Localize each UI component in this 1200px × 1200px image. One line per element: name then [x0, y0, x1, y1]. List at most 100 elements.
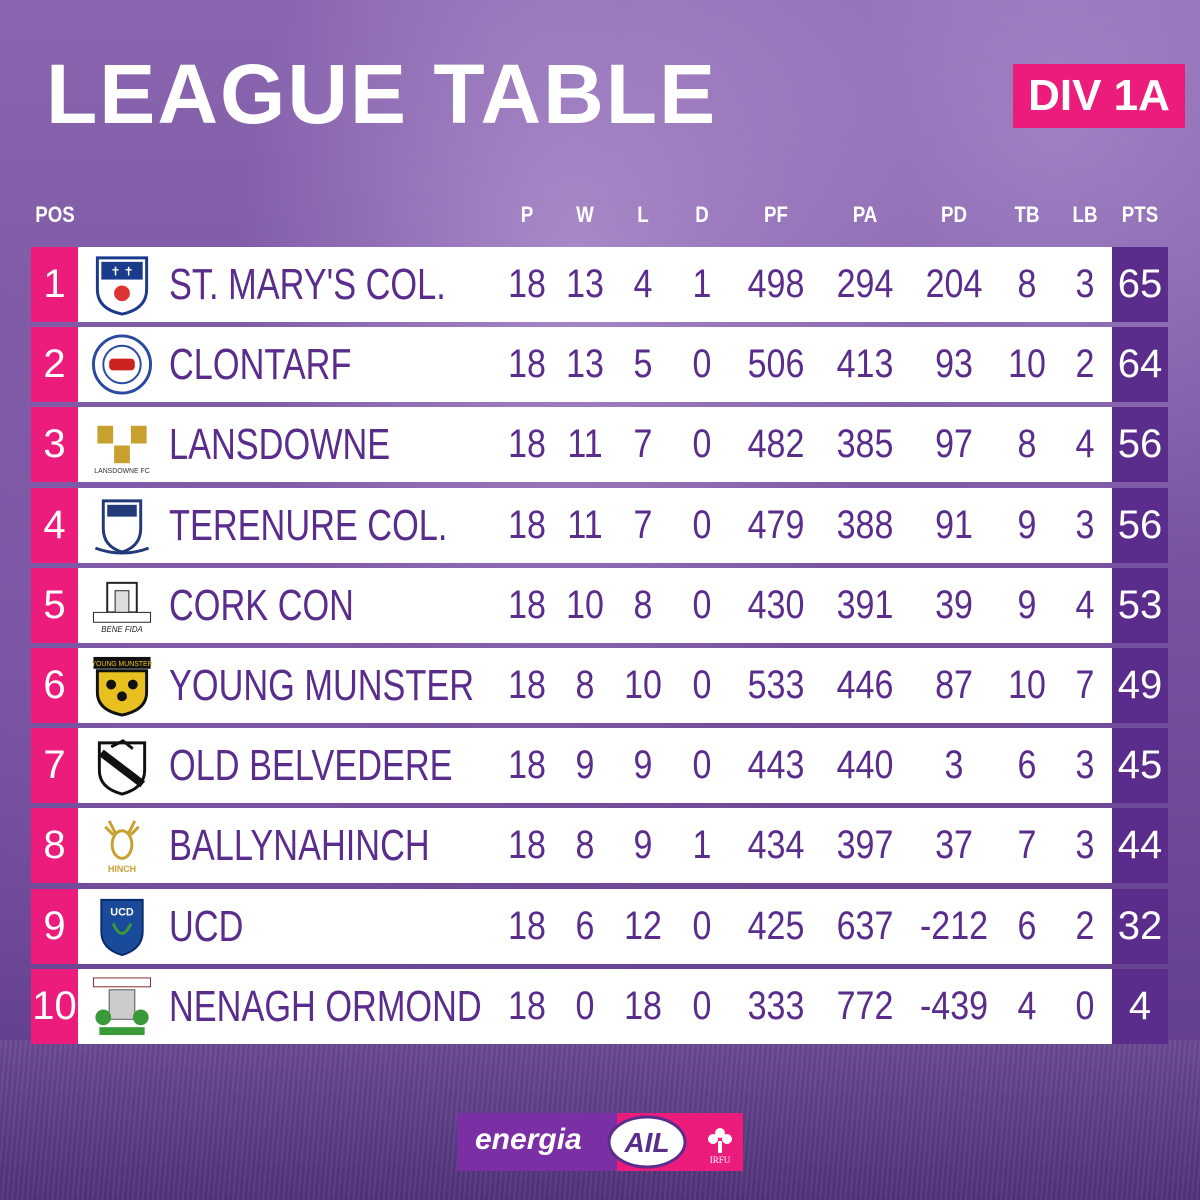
p-cell: 18 — [508, 503, 546, 547]
table-row[interactable]: 3 LANSDOWNE FC LANSDOWNE 18 11 7 0 482 385 97 8 4 56 — [31, 407, 1168, 482]
tb-cell: 4 — [1017, 984, 1037, 1028]
young-munster-crest-icon: YOUNG MUNSTER — [89, 653, 155, 718]
header-d: D — [695, 202, 709, 227]
pd-cell: 97 — [935, 422, 973, 466]
nenagh-ormond-crest-icon — [89, 974, 155, 1039]
p-cell: 18 — [508, 262, 546, 306]
pf-cell: 333 — [747, 984, 805, 1028]
tb-cell: 8 — [1017, 262, 1037, 306]
clontarf-crest-icon — [89, 332, 155, 397]
table-row[interactable]: 10 NENAGH ORMOND 18 0 18 0 333 772 -439 4 0 4 — [31, 969, 1168, 1044]
position-cell: 4 — [31, 488, 78, 563]
pa-cell: 772 — [836, 984, 894, 1028]
ballynahinch-crest-icon: HINCH — [89, 813, 155, 878]
position-cell: 9 — [31, 889, 78, 964]
points-cell: 49 — [1112, 648, 1168, 723]
header-lb: LB — [1072, 202, 1098, 227]
position-cell: 3 — [31, 407, 78, 482]
w-cell: 10 — [566, 583, 604, 627]
l-cell: 12 — [624, 904, 662, 948]
l-cell: 9 — [633, 743, 653, 787]
points-cell: 56 — [1112, 407, 1168, 482]
header-pf: PF — [764, 202, 788, 227]
lb-cell: 3 — [1075, 503, 1095, 547]
p-cell: 18 — [508, 583, 546, 627]
pd-cell: 3 — [944, 743, 964, 787]
page-title: LEAGUE TABLE — [46, 47, 718, 141]
header-pts: PTS — [1121, 202, 1159, 227]
header-pa: PA — [852, 202, 878, 227]
header-pos: POS — [35, 202, 75, 227]
pf-cell: 479 — [747, 503, 805, 547]
terenure-crest-icon — [89, 493, 155, 558]
pf-cell: 443 — [747, 743, 805, 787]
lb-cell: 2 — [1075, 342, 1095, 386]
pd-cell: 93 — [935, 342, 973, 386]
d-cell: 0 — [692, 503, 712, 547]
pf-cell: 430 — [747, 583, 805, 627]
position-cell: 1 — [31, 247, 78, 322]
w-cell: 6 — [575, 904, 595, 948]
l-cell: 4 — [633, 262, 653, 306]
table-row[interactable]: 8 HINCH BALLYNAHINCH 18 8 9 1 434 397 37 7 3 44 — [31, 808, 1168, 883]
pd-cell: 87 — [935, 663, 973, 707]
p-cell: 18 — [508, 743, 546, 787]
team-name: NENAGH ORMOND — [169, 981, 482, 1031]
svg-text:UCD: UCD — [110, 907, 134, 919]
lb-cell: 3 — [1075, 823, 1095, 867]
tb-cell: 6 — [1017, 743, 1037, 787]
svg-text:LANSDOWNE FC: LANSDOWNE FC — [94, 468, 149, 475]
tb-cell: 6 — [1017, 904, 1037, 948]
svg-text:✝ ✝: ✝ ✝ — [110, 265, 133, 279]
table-row[interactable]: 1 ✝ ✝ ST. MARY'S COL. 18 13 4 1 498 294 204 8 3 65 — [31, 247, 1168, 322]
table-row[interactable]: 2 CLONTARF 18 13 5 0 506 413 93 10 2 64 — [31, 327, 1168, 402]
pd-cell: -439 — [919, 984, 989, 1028]
l-cell: 10 — [624, 663, 662, 707]
lb-cell: 4 — [1075, 422, 1095, 466]
svg-text:YOUNG MUNSTER: YOUNG MUNSTER — [91, 661, 152, 668]
pa-cell: 446 — [836, 663, 894, 707]
lb-cell: 3 — [1075, 743, 1095, 787]
tb-cell: 9 — [1017, 503, 1037, 547]
p-cell: 18 — [508, 823, 546, 867]
pf-cell: 498 — [747, 262, 805, 306]
l-cell: 5 — [633, 342, 653, 386]
team-name: LANSDOWNE — [169, 419, 391, 469]
p-cell: 18 — [508, 422, 546, 466]
lb-cell: 2 — [1075, 904, 1095, 948]
w-cell: 8 — [575, 823, 595, 867]
table-row[interactable]: 7 OLD BELVEDERE 18 9 9 0 443 440 3 6 3 45 — [31, 728, 1168, 803]
pf-cell: 434 — [747, 823, 805, 867]
points-cell: 65 — [1112, 247, 1168, 322]
p-cell: 18 — [508, 663, 546, 707]
pa-cell: 385 — [836, 422, 894, 466]
d-cell: 0 — [692, 583, 712, 627]
lb-cell: 3 — [1075, 262, 1095, 306]
points-cell: 45 — [1112, 728, 1168, 803]
pd-cell: 91 — [935, 503, 973, 547]
sponsor-footer: energia AIL IRFU — [457, 1113, 743, 1173]
tb-cell: 7 — [1017, 823, 1037, 867]
header-p: P — [520, 202, 534, 227]
tb-cell: 9 — [1017, 583, 1037, 627]
l-cell: 8 — [633, 583, 653, 627]
lb-cell: 7 — [1075, 663, 1095, 707]
lb-cell: 4 — [1075, 583, 1095, 627]
cork-con-crest-icon: BENE FIDA — [89, 573, 155, 638]
p-cell: 18 — [508, 342, 546, 386]
position-cell: 10 — [31, 969, 78, 1044]
pa-cell: 413 — [836, 342, 894, 386]
header-w: W — [576, 202, 594, 227]
svg-text:HINCH: HINCH — [108, 864, 136, 874]
points-cell: 64 — [1112, 327, 1168, 402]
table-row[interactable]: 5 BENE FIDA CORK CON 18 10 8 0 430 391 39 9 4 53 — [31, 568, 1168, 643]
lansdowne-crest-icon: LANSDOWNE FC — [89, 412, 155, 477]
team-name: YOUNG MUNSTER — [169, 660, 475, 710]
w-cell: 11 — [567, 503, 603, 547]
pf-cell: 506 — [747, 342, 805, 386]
table-row[interactable]: 9 UCD UCD 18 6 12 0 425 637 -212 6 2 32 — [31, 889, 1168, 964]
header-pd: PD — [941, 202, 967, 227]
points-cell: 4 — [1112, 969, 1168, 1044]
table-row[interactable]: 4 TERENURE COL. 18 11 7 0 479 388 91 9 3 56 — [31, 488, 1168, 563]
table-row[interactable]: 6 YOUNG MUNSTER YOUNG MUNSTER 18 8 10 0 533 446 8… — [31, 648, 1168, 723]
